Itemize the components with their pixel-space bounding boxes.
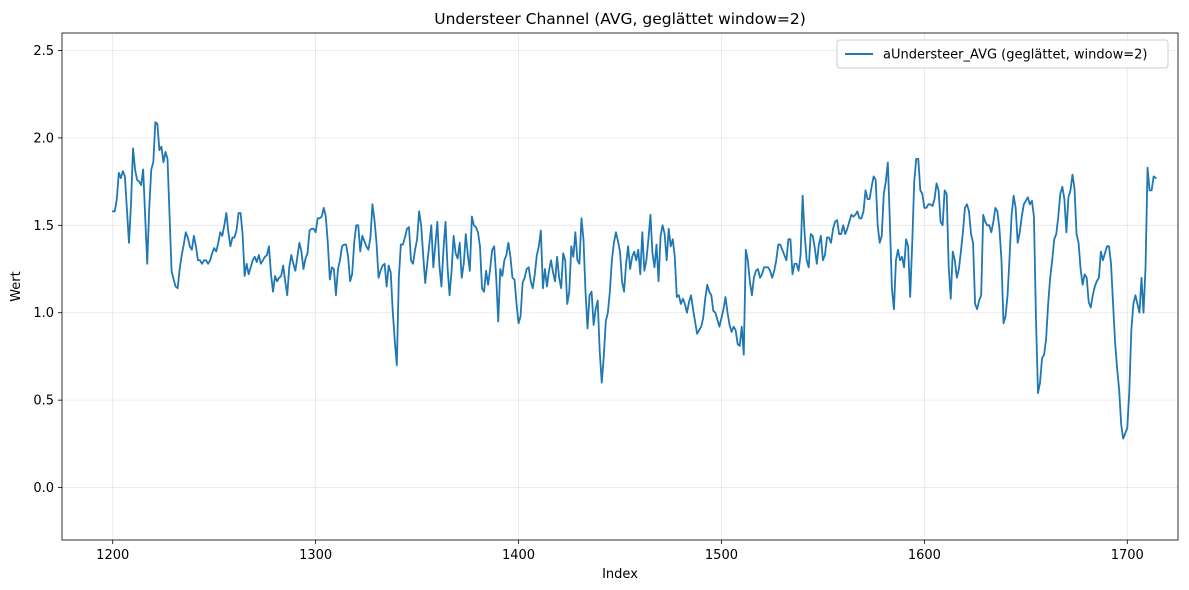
y-tick-label: 2.0 xyxy=(33,131,54,146)
x-axis-label: Index xyxy=(602,567,638,582)
legend-box xyxy=(836,39,1169,69)
series-line-0 xyxy=(111,121,1157,440)
plot-frame xyxy=(61,32,1179,541)
series-layer xyxy=(111,121,1157,440)
legend-label: aUndersteer_AVG (geglättet, window=2) xyxy=(883,48,1147,63)
legend: aUndersteer_AVG (geglättet, window=2) xyxy=(836,39,1169,69)
chart-title: Understeer Channel (AVG, geglättet windo… xyxy=(434,10,806,28)
y-tick-label: 0.5 xyxy=(33,394,54,409)
x-tick-label: 1300 xyxy=(299,548,332,563)
x-tick-label: 1600 xyxy=(908,548,941,563)
y-axis-label: Wert xyxy=(9,271,24,302)
x-tick-label: 1400 xyxy=(502,548,535,563)
x-tick-label: 1700 xyxy=(1111,548,1144,563)
y-tick-label: 2.5 xyxy=(33,44,54,59)
x-tick-label: 1500 xyxy=(705,548,738,563)
ticks: 1200 1300 1400 1500 1600 1700 0.0 0.5 1.0 1.5 2.0 2… xyxy=(33,44,1144,563)
y-tick-label: 0.0 xyxy=(33,481,54,496)
x-tick-label: 1200 xyxy=(96,548,129,563)
y-tick-label: 1.5 xyxy=(33,219,54,234)
y-tick-label: 1.0 xyxy=(33,306,54,321)
